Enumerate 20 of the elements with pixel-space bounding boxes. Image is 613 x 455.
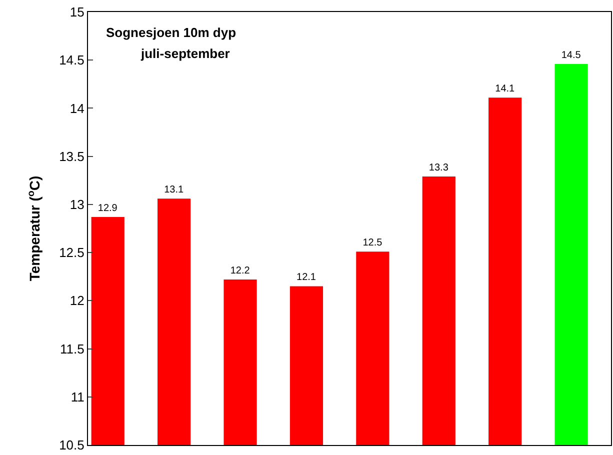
data-label: 12.9: [98, 202, 118, 214]
data-label: 14.5: [561, 50, 582, 61]
y-tick-label: 12.5: [59, 245, 84, 260]
data-label: 13.3: [428, 162, 449, 174]
y-tick-label: 13.5: [59, 148, 84, 164]
text: juli-september: [140, 46, 230, 61]
text: Sognesjoen 10m dyp: [106, 25, 236, 40]
data-label: 12.2: [230, 266, 250, 276]
y-tick-label: 13: [70, 196, 84, 212]
y-tick-label: 14: [70, 100, 84, 116]
y-tick-label: 11.5: [60, 341, 84, 356]
y-tick-label: 12: [70, 293, 84, 308]
y-tick-label: 14.5: [59, 52, 84, 68]
data-label: 13.1: [164, 184, 184, 196]
data-label: 14.1: [495, 84, 516, 95]
data-label: 12.1: [296, 272, 316, 284]
y-tick-label: 11: [70, 389, 84, 404]
y-tick-label: 15: [70, 4, 84, 20]
data-label: 12.5: [362, 238, 383, 249]
y-tick-label: 10.5: [59, 438, 84, 453]
